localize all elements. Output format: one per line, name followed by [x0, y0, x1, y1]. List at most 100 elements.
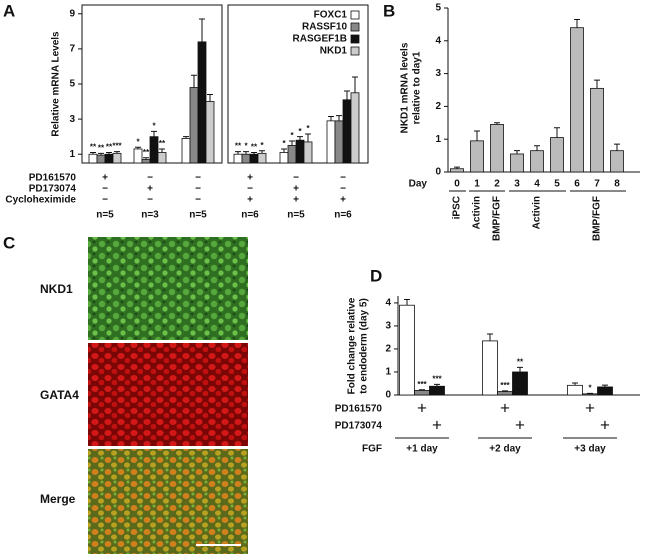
treatment-label: PD161570	[29, 173, 77, 184]
bar	[112, 152, 122, 164]
bar	[450, 168, 464, 173]
x-tick-label: 1	[474, 179, 480, 190]
bar	[567, 384, 583, 396]
error-bar	[614, 143, 620, 151]
phase-label: BMP/FGF	[492, 196, 503, 241]
phase-label: BMP/FGF	[592, 196, 603, 241]
treatment-label: PD173074	[335, 421, 383, 432]
error-bar	[602, 384, 608, 387]
treatment-sign: +	[515, 415, 525, 434]
error-bar	[243, 151, 249, 155]
x-tick-label: 3	[514, 179, 520, 190]
bar	[510, 153, 524, 173]
error-bar	[135, 146, 141, 149]
phase-label: iPSC	[452, 196, 463, 219]
x-tick-label: 2	[494, 179, 500, 190]
error-bar	[502, 390, 508, 392]
error-bar	[183, 136, 189, 139]
bar	[582, 393, 598, 396]
y-tick-label: 4	[385, 298, 391, 309]
significance: *	[260, 141, 264, 150]
treatment-sign: −	[340, 173, 346, 184]
treatment-label: Cycloheximide	[5, 195, 76, 206]
significance: *	[290, 131, 294, 140]
error-bar	[434, 383, 440, 387]
micrograph-nkd1	[88, 237, 248, 340]
error-bar	[98, 152, 104, 156]
significance: **	[106, 143, 113, 152]
treatment-sign: −	[340, 184, 346, 195]
significance: ***	[500, 381, 510, 390]
treatment-sign: +	[340, 195, 346, 206]
treatment-sign: +	[293, 195, 299, 206]
bar	[149, 136, 159, 164]
significance: **	[517, 357, 524, 366]
treatment-sign: −	[195, 184, 201, 195]
y-tick-label: 2	[385, 344, 391, 355]
bar	[399, 304, 415, 396]
treatment-sign: −	[102, 195, 108, 206]
sample-size: n=5	[96, 210, 114, 221]
micrograph-merge	[88, 449, 248, 554]
significance: **	[159, 139, 166, 148]
micrograph-gata4	[88, 343, 248, 446]
error-bar	[207, 94, 213, 102]
error-bar	[419, 389, 425, 391]
bar	[570, 27, 584, 173]
bar	[490, 124, 504, 173]
error-bar	[572, 382, 578, 386]
bar	[303, 141, 313, 164]
error-bar	[114, 151, 120, 154]
bar	[233, 153, 243, 164]
treatment-sign: −	[195, 173, 201, 184]
x-tick-label: +2 day	[489, 444, 521, 455]
y-tick-label: 0	[435, 167, 441, 178]
panel-label: A	[3, 1, 15, 20]
phase-label: Activin	[532, 196, 543, 229]
error-bar	[594, 79, 600, 89]
treatment-sign: −	[195, 195, 201, 206]
y-axis-label: Fold change relative	[347, 297, 358, 394]
error-bar	[235, 151, 241, 155]
bar	[96, 154, 106, 164]
significance: *	[306, 124, 310, 133]
y-axis-label: NKD1 mRNA levels	[400, 42, 411, 133]
significance: **	[90, 143, 97, 152]
treatment-sign: +	[500, 398, 510, 417]
bar	[482, 340, 498, 396]
bar	[133, 148, 143, 164]
error-bar	[106, 151, 112, 155]
bar	[205, 101, 215, 164]
phase-label: Activin	[472, 196, 483, 229]
significance: **	[143, 148, 150, 157]
significance: *	[244, 142, 248, 151]
error-bar	[289, 140, 295, 146]
significance: *	[152, 122, 156, 131]
error-bar	[159, 148, 165, 153]
error-bar	[404, 298, 410, 306]
y-tick-label: 4	[435, 35, 441, 46]
image-panel: C NKD1 GATA4 Merge	[3, 233, 248, 554]
bar	[597, 386, 613, 396]
treatment-label: PD161570	[335, 404, 383, 415]
sample-size: n=5	[189, 210, 207, 221]
bar	[88, 153, 98, 164]
bar	[104, 153, 114, 164]
bar	[590, 87, 604, 173]
significance: ***	[432, 375, 442, 384]
bar	[157, 152, 167, 164]
error-bar	[494, 122, 500, 125]
panel-label: C	[3, 233, 15, 252]
y-tick-label: 3	[385, 321, 391, 332]
bar	[257, 152, 267, 164]
bar	[326, 120, 336, 164]
x-tick-label: 0	[454, 179, 460, 190]
treatment-sign: +	[417, 398, 427, 417]
image-row-label: GATA4	[40, 388, 79, 402]
significance: **	[251, 143, 258, 152]
bar	[550, 137, 564, 173]
y-tick-label: 5	[435, 3, 441, 14]
error-bar	[554, 127, 560, 138]
bar	[497, 391, 513, 396]
